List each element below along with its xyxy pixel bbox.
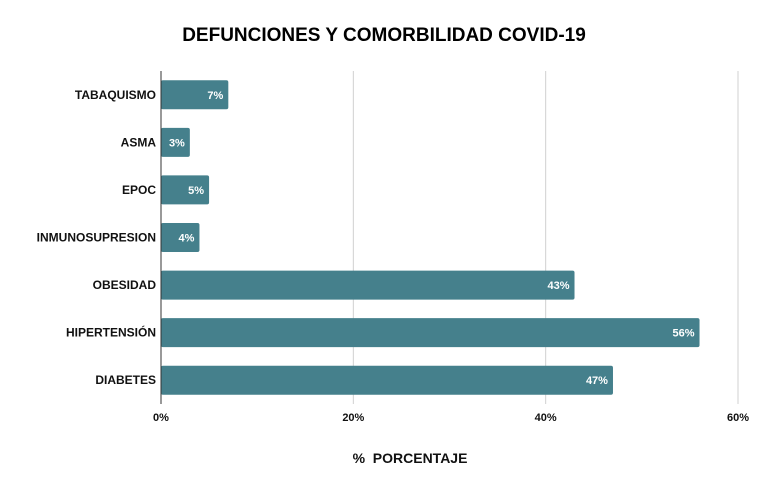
category-label: HIPERTENSIÓN xyxy=(66,325,156,340)
bar xyxy=(161,365,613,395)
bar xyxy=(161,270,575,300)
bar-value-label: 56% xyxy=(673,328,695,340)
gridlines xyxy=(352,71,739,404)
category-label: DIABETES xyxy=(95,373,156,387)
category-label: EPOC xyxy=(122,183,156,197)
bars: 7% 3% 5% 4% 43% 56% 47% xyxy=(161,80,700,395)
x-tick-label: 40% xyxy=(535,412,557,424)
bar xyxy=(161,80,229,110)
bar xyxy=(161,223,200,252)
bar-value-label: 47% xyxy=(586,375,608,387)
bar-value-label: 7% xyxy=(207,90,223,102)
x-tick-label: 20% xyxy=(342,412,364,424)
bar-value-label: 5% xyxy=(188,185,204,197)
bar xyxy=(161,127,190,157)
bar xyxy=(161,175,210,205)
x-tick-labels: 0% 20% 40% 60% xyxy=(153,412,749,424)
bar-value-label: 3% xyxy=(169,137,185,149)
category-label: OBESIDAD xyxy=(93,278,157,292)
x-axis-label: % PORCENTAJE xyxy=(353,450,468,466)
category-labels: TABAQUISMO ASMA EPOC INMUNOSUPRESION OBESIDA… xyxy=(37,88,157,387)
x-tick-label: 60% xyxy=(727,412,749,424)
category-label: ASMA xyxy=(121,135,157,149)
category-label: INMUNOSUPRESION xyxy=(37,231,156,245)
bar xyxy=(161,318,700,348)
bar-value-label: 43% xyxy=(547,280,569,292)
chart-title: DEFUNCIONES Y COMORBILIDAD COVID-19 xyxy=(182,25,586,46)
category-label: TABAQUISMO xyxy=(75,88,156,102)
bar-value-label: 4% xyxy=(179,233,195,245)
x-tick-label: 0% xyxy=(153,412,169,424)
